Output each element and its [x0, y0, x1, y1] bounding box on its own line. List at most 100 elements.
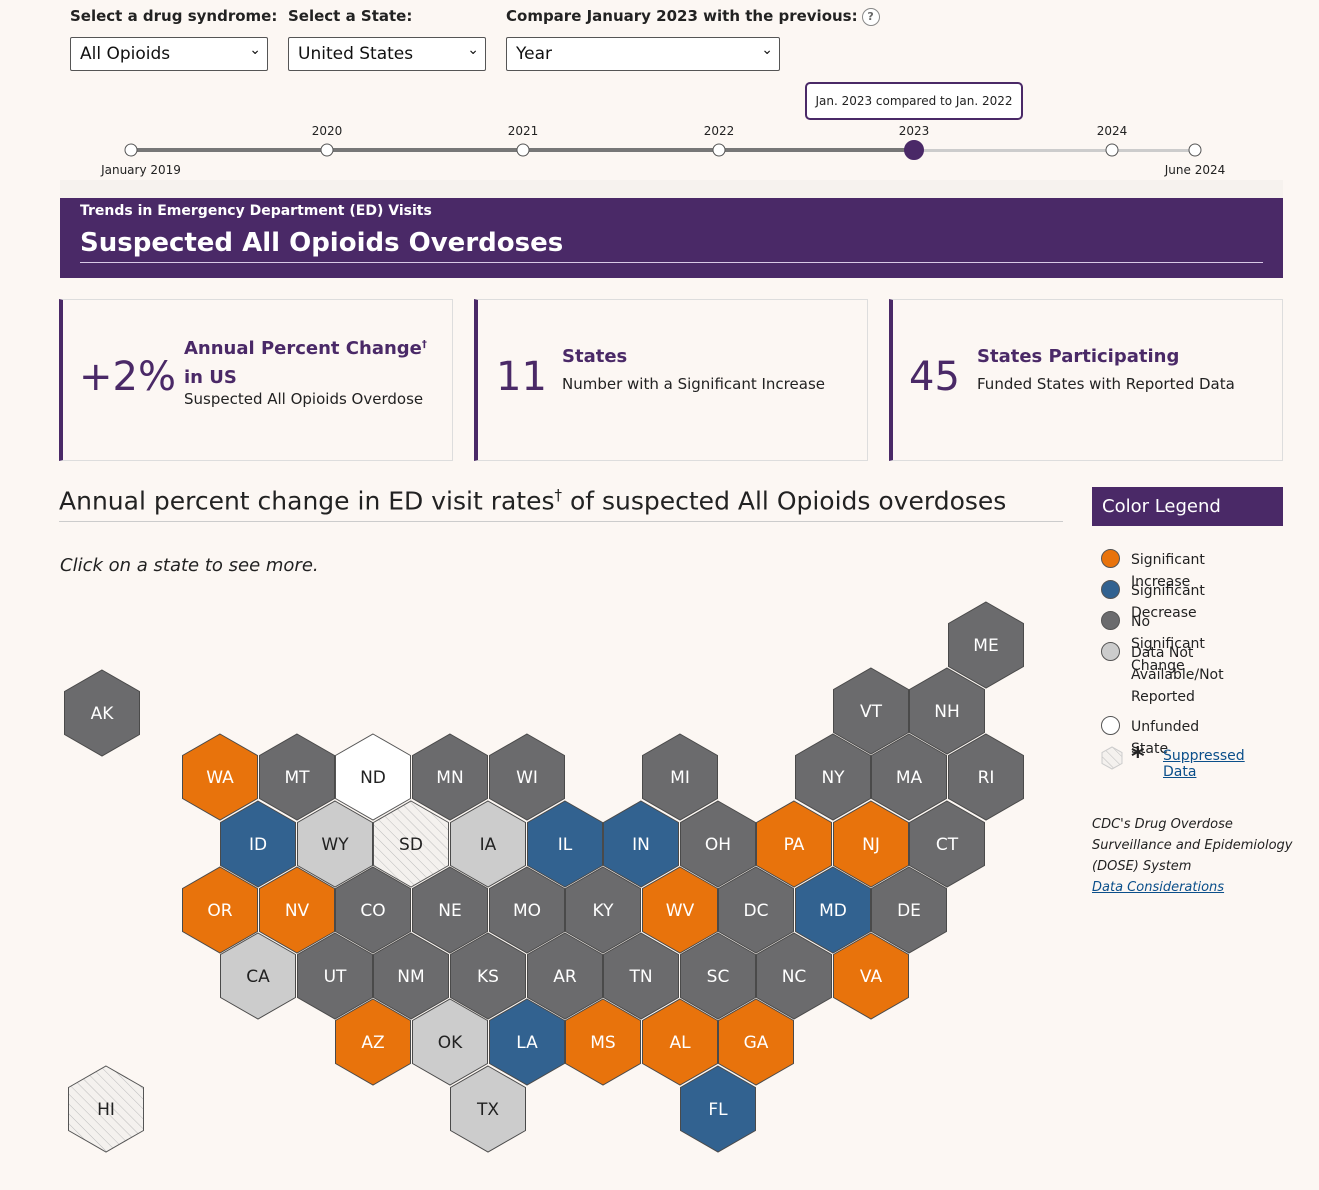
- state-tile-ma[interactable]: MA: [871, 733, 947, 821]
- state-hex[interactable]: [527, 932, 603, 1020]
- state-tile-de[interactable]: DE: [871, 866, 947, 954]
- state-hex[interactable]: [680, 932, 756, 1020]
- state-hex[interactable]: [871, 866, 947, 954]
- state-hex[interactable]: [833, 800, 909, 888]
- state-tile-nm[interactable]: NM: [373, 932, 449, 1020]
- state-tile-ok[interactable]: OK: [412, 998, 488, 1086]
- state-hex[interactable]: [603, 800, 679, 888]
- state-tile-tx[interactable]: TX: [450, 1065, 526, 1153]
- state-tile-pa[interactable]: PA: [756, 800, 832, 888]
- state-hex[interactable]: [259, 733, 335, 821]
- state-tile-az[interactable]: AZ: [335, 998, 411, 1086]
- timeline-dot[interactable]: [516, 143, 530, 157]
- state-tile-ms[interactable]: MS: [565, 998, 641, 1086]
- state-hex[interactable]: [718, 998, 794, 1086]
- state-hex[interactable]: [680, 800, 756, 888]
- state-hex[interactable]: [948, 733, 1024, 821]
- state-tile-nh[interactable]: NH: [909, 667, 985, 755]
- data-considerations-link[interactable]: Data Considerations: [1092, 880, 1225, 895]
- state-tile-mt[interactable]: MT: [259, 733, 335, 821]
- state-hex[interactable]: [68, 1065, 144, 1153]
- state-tile-mn[interactable]: MN: [412, 733, 488, 821]
- help-icon[interactable]: ?: [861, 7, 880, 26]
- state-tile-ia[interactable]: IA: [450, 800, 526, 888]
- suppressed-data-link[interactable]: Suppressed Data: [1163, 748, 1245, 780]
- state-hex[interactable]: [220, 932, 296, 1020]
- state-select[interactable]: United States ⌄: [288, 37, 486, 71]
- state-hex[interactable]: [795, 866, 871, 954]
- timeline-dot-start[interactable]: [124, 143, 138, 157]
- timeline-dot[interactable]: [320, 143, 334, 157]
- state-tile-vt[interactable]: VT: [833, 667, 909, 755]
- state-tile-tn[interactable]: TN: [603, 932, 679, 1020]
- state-tile-id[interactable]: ID: [220, 800, 296, 888]
- state-hex[interactable]: [833, 932, 909, 1020]
- state-hex[interactable]: [795, 733, 871, 821]
- state-hex[interactable]: [756, 800, 832, 888]
- state-hex[interactable]: [871, 733, 947, 821]
- state-hex[interactable]: [450, 932, 526, 1020]
- state-hex[interactable]: [450, 1065, 526, 1153]
- state-tile-wy[interactable]: WY: [297, 800, 373, 888]
- state-hex[interactable]: [680, 1065, 756, 1153]
- state-hex[interactable]: [756, 932, 832, 1020]
- state-tile-nv[interactable]: NV: [259, 866, 335, 954]
- state-tile-ne[interactable]: NE: [412, 866, 488, 954]
- state-hex[interactable]: [948, 601, 1024, 689]
- state-tile-sd[interactable]: SD: [373, 800, 449, 888]
- state-tile-mi[interactable]: MI: [642, 733, 718, 821]
- state-hex[interactable]: [565, 998, 641, 1086]
- state-hex[interactable]: [297, 932, 373, 1020]
- state-hex[interactable]: [527, 800, 603, 888]
- state-tile-sc[interactable]: SC: [680, 932, 756, 1020]
- state-tile-ky[interactable]: KY: [565, 866, 641, 954]
- state-tile-al[interactable]: AL: [642, 998, 718, 1086]
- state-hex[interactable]: [603, 932, 679, 1020]
- state-hex[interactable]: [335, 998, 411, 1086]
- state-tile-dc[interactable]: DC: [718, 866, 794, 954]
- state-hex[interactable]: [489, 733, 565, 821]
- timeline-dot-end[interactable]: [1188, 143, 1202, 157]
- state-tile-me[interactable]: ME: [948, 601, 1024, 689]
- compare-select[interactable]: Year ⌄: [506, 37, 780, 71]
- state-hex[interactable]: [412, 866, 488, 954]
- state-hex[interactable]: [489, 998, 565, 1086]
- state-hex[interactable]: [489, 866, 565, 954]
- timeline-dot[interactable]: [712, 143, 726, 157]
- state-tile-wv[interactable]: WV: [642, 866, 718, 954]
- state-tile-ca[interactable]: CA: [220, 932, 296, 1020]
- state-hex[interactable]: [642, 733, 718, 821]
- state-hex[interactable]: [373, 932, 449, 1020]
- state-hex[interactable]: [833, 667, 909, 755]
- state-hex[interactable]: [335, 866, 411, 954]
- state-hex[interactable]: [909, 800, 985, 888]
- state-hex[interactable]: [718, 866, 794, 954]
- state-tile-ak[interactable]: AK: [64, 669, 140, 757]
- state-tile-ga[interactable]: GA: [718, 998, 794, 1086]
- state-hex[interactable]: [297, 800, 373, 888]
- state-hex[interactable]: [412, 998, 488, 1086]
- timeline-dot[interactable]: [1105, 143, 1119, 157]
- state-hex[interactable]: [182, 733, 258, 821]
- state-tile-wa[interactable]: WA: [182, 733, 258, 821]
- state-tile-il[interactable]: IL: [527, 800, 603, 888]
- state-tile-va[interactable]: VA: [833, 932, 909, 1020]
- state-tile-or[interactable]: OR: [182, 866, 258, 954]
- timeline-handle[interactable]: [904, 140, 924, 160]
- state-tile-ct[interactable]: CT: [909, 800, 985, 888]
- state-tile-fl[interactable]: FL: [680, 1065, 756, 1153]
- state-hex[interactable]: [335, 733, 411, 821]
- state-tile-mo[interactable]: MO: [489, 866, 565, 954]
- state-tile-wi[interactable]: WI: [489, 733, 565, 821]
- state-tile-nj[interactable]: NJ: [833, 800, 909, 888]
- state-hex[interactable]: [373, 800, 449, 888]
- state-tile-nc[interactable]: NC: [756, 932, 832, 1020]
- state-tile-co[interactable]: CO: [335, 866, 411, 954]
- state-tile-ri[interactable]: RI: [948, 733, 1024, 821]
- state-hex[interactable]: [259, 866, 335, 954]
- state-hex[interactable]: [220, 800, 296, 888]
- state-hex[interactable]: [412, 733, 488, 821]
- state-tile-md[interactable]: MD: [795, 866, 871, 954]
- syndrome-select[interactable]: All Opioids ⌄: [70, 37, 268, 71]
- state-tile-oh[interactable]: OH: [680, 800, 756, 888]
